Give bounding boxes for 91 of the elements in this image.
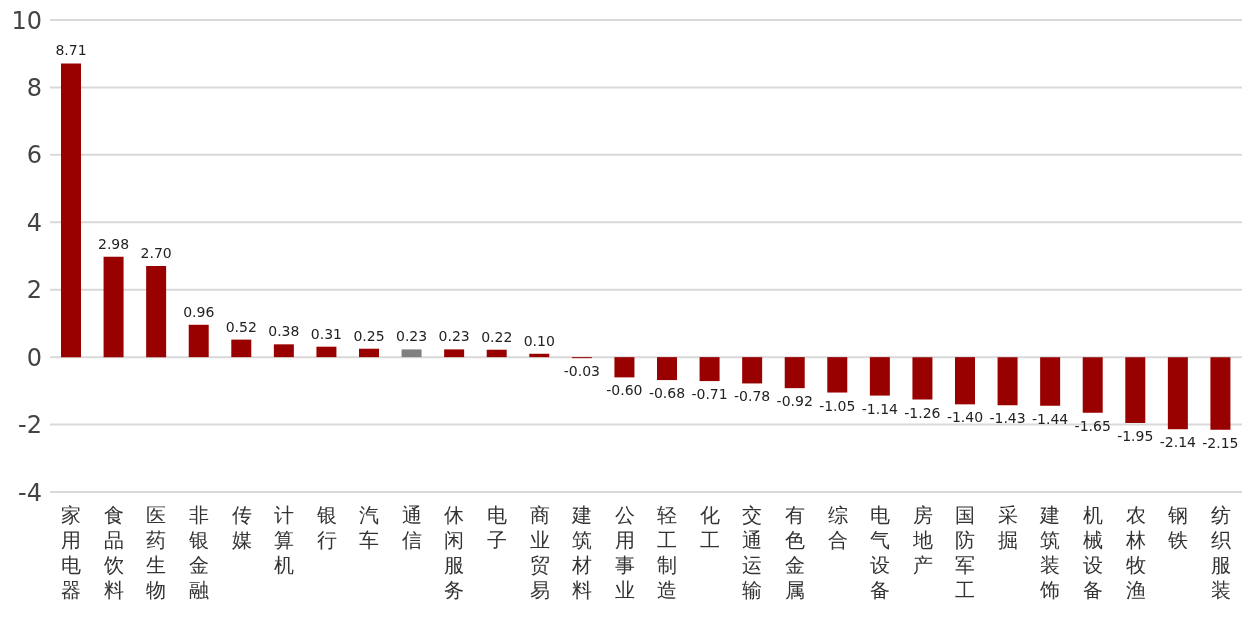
bar bbox=[316, 346, 337, 358]
bar bbox=[359, 348, 379, 358]
x-tick-label: 商业贸易 bbox=[529, 503, 550, 602]
x-tick-label: 家用电器 bbox=[61, 503, 82, 602]
data-label: 0.10 bbox=[523, 332, 555, 349]
x-tick-label: 房地产 bbox=[911, 503, 933, 577]
data-label: 2.70 bbox=[140, 245, 172, 262]
data-label: 0.52 bbox=[225, 318, 257, 335]
data-label: 0.23 bbox=[395, 328, 428, 345]
bar bbox=[231, 339, 252, 358]
x-tick-label: 医药生物 bbox=[146, 503, 167, 602]
x-tick-label: 国防军工 bbox=[955, 503, 976, 602]
y-tick-label: 8 bbox=[26, 73, 42, 102]
bar bbox=[869, 357, 890, 396]
data-label: 0.25 bbox=[353, 327, 385, 344]
bar bbox=[1125, 357, 1146, 423]
data-label: -1.05 bbox=[819, 397, 856, 414]
x-tick-label: 纺织服装 bbox=[1210, 503, 1231, 602]
bar bbox=[742, 357, 763, 384]
x-tick-label: 机械设备 bbox=[1083, 503, 1103, 602]
x-tick-label: 建筑装饰 bbox=[1039, 503, 1061, 602]
x-tick-label: 传媒 bbox=[231, 503, 252, 552]
x-tick-label: 公用事业 bbox=[614, 503, 635, 602]
x-tick-label: 汽车 bbox=[359, 503, 380, 552]
data-label: 0.23 bbox=[438, 328, 470, 345]
y-tick-label: 2 bbox=[26, 276, 42, 305]
x-tick-label: 非银金融 bbox=[188, 503, 209, 602]
data-label: -2.14 bbox=[1159, 434, 1197, 451]
y-tick-label: 6 bbox=[26, 141, 42, 170]
bar bbox=[827, 357, 848, 393]
data-label: -1.40 bbox=[946, 409, 984, 426]
bar bbox=[955, 357, 975, 405]
data-label: 0.38 bbox=[268, 323, 300, 340]
x-tick-label: 通信 bbox=[401, 503, 422, 552]
y-tick-label: 10 bbox=[11, 6, 42, 35]
bar bbox=[444, 349, 465, 358]
x-tick-label: 银行 bbox=[315, 503, 337, 552]
bar bbox=[699, 357, 720, 382]
bar bbox=[61, 63, 81, 358]
bar bbox=[1167, 357, 1188, 430]
x-tick-label: 食品饮料 bbox=[102, 503, 124, 602]
data-label: 8.71 bbox=[55, 42, 87, 59]
data-label: -0.71 bbox=[691, 386, 728, 403]
data-label: -1.26 bbox=[904, 404, 941, 421]
bar bbox=[103, 256, 124, 358]
data-label: -1.14 bbox=[861, 400, 899, 417]
bar bbox=[1040, 357, 1061, 406]
x-tick-label: 综合 bbox=[827, 503, 848, 552]
y-tick-label: -2 bbox=[18, 411, 42, 440]
bar bbox=[912, 357, 933, 400]
data-label: -1.95 bbox=[1117, 427, 1154, 444]
bar bbox=[273, 344, 294, 358]
data-label: -0.92 bbox=[776, 393, 813, 410]
data-label: -2.15 bbox=[1202, 434, 1239, 451]
data-label: -1.43 bbox=[989, 410, 1026, 427]
data-label: -0.60 bbox=[606, 382, 643, 399]
bar bbox=[188, 324, 209, 358]
data-label: 0.96 bbox=[183, 303, 215, 320]
data-label: 0.22 bbox=[481, 328, 513, 345]
x-tick-label: 交通运输 bbox=[742, 503, 763, 602]
x-tick-label: 电子 bbox=[487, 503, 507, 552]
data-label: 2.98 bbox=[97, 235, 130, 252]
y-tick-label: 4 bbox=[26, 208, 42, 237]
data-label: -0.68 bbox=[648, 385, 686, 402]
data-label: -0.03 bbox=[563, 363, 600, 380]
bar bbox=[1210, 357, 1231, 430]
bar bbox=[486, 349, 507, 358]
x-tick-label: 建筑材料 bbox=[571, 503, 593, 602]
bar bbox=[146, 266, 167, 358]
x-tick-label: 钢铁 bbox=[1167, 503, 1189, 552]
data-label: 0.31 bbox=[310, 325, 343, 342]
x-tick-label: 农林牧渔 bbox=[1124, 503, 1146, 602]
bar bbox=[401, 349, 422, 358]
x-tick-label: 化工 bbox=[699, 503, 720, 552]
bar bbox=[1082, 357, 1103, 413]
bar bbox=[614, 357, 635, 378]
x-tick-label: 轻工制造 bbox=[657, 503, 678, 602]
bar bbox=[997, 357, 1018, 406]
bar bbox=[657, 357, 677, 381]
data-label: -0.78 bbox=[734, 388, 771, 405]
x-tick-label: 休闲服务 bbox=[444, 503, 465, 602]
x-tick-label: 计算机 bbox=[274, 503, 295, 577]
x-tick-label: 有色金属 bbox=[785, 503, 805, 602]
data-label: -1.65 bbox=[1074, 417, 1111, 434]
x-tick-label: 采掘 bbox=[997, 503, 1018, 552]
y-tick-label: 0 bbox=[26, 343, 42, 372]
x-tick-label: 电气设备 bbox=[870, 503, 891, 602]
data-label: -1.44 bbox=[1032, 410, 1069, 427]
y-tick-label: -4 bbox=[18, 478, 42, 507]
bar bbox=[784, 357, 805, 389]
bar bbox=[529, 353, 550, 358]
